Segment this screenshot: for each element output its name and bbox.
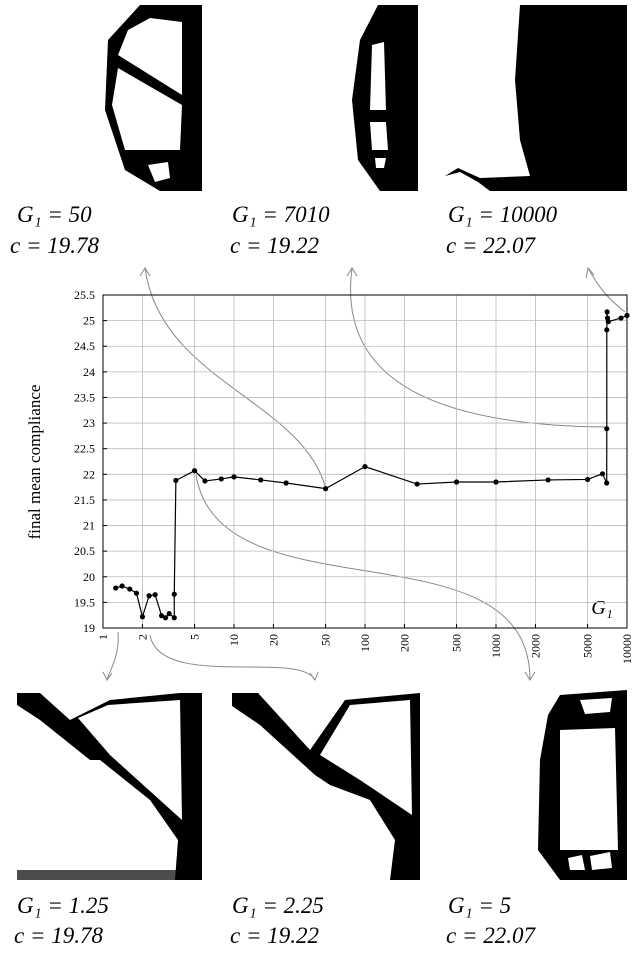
y-tick-label: 24.5 [74, 339, 95, 353]
y-tick-label: 21.5 [74, 493, 95, 507]
data-point [171, 591, 177, 597]
data-point [152, 592, 158, 598]
x-tick-label: 1000 [489, 634, 503, 658]
data-point [453, 479, 460, 485]
data-point [191, 468, 198, 474]
y-tick-label: 23.5 [74, 390, 95, 404]
topology-image [100, 5, 202, 191]
x-tick-label: 2 [135, 634, 149, 640]
data-point [584, 476, 591, 483]
data-point [604, 309, 610, 315]
data-point [202, 478, 208, 484]
data-point [599, 471, 606, 477]
x-tick-label: 50 [319, 634, 333, 646]
caption: c = 19.22 [230, 233, 319, 258]
data-point [146, 593, 152, 599]
data-point [322, 486, 329, 492]
y-tick-label: 25 [83, 314, 95, 328]
data-point [162, 615, 169, 621]
x-tick-label: 2000 [528, 634, 542, 658]
y-tick-label: 21 [83, 519, 95, 533]
caption: c = 19.22 [230, 923, 319, 948]
plot-frame [102, 294, 628, 629]
data-point [231, 474, 237, 480]
topology-image [17, 693, 202, 880]
data-point [171, 615, 177, 621]
data-point [218, 476, 224, 482]
topology-image [445, 5, 627, 191]
y-axis-label: final mean compliance [25, 385, 44, 540]
data-point [493, 479, 499, 485]
caption: G₁ = 50 [17, 202, 92, 227]
caption: G₁ = 10000 [448, 202, 558, 227]
data-point [119, 583, 125, 589]
data-point [604, 426, 610, 432]
data-point [545, 477, 551, 483]
caption: G₁ = 1.25 [17, 893, 109, 918]
data-point [604, 480, 610, 486]
y-tick-label: 20.5 [74, 544, 95, 558]
data-point [624, 312, 630, 319]
data-point [258, 477, 264, 483]
data-point [604, 327, 610, 333]
x-tick-label: 5000 [581, 634, 595, 658]
caption: c = 19.78 [10, 233, 99, 258]
y-tick-label: 25.5 [74, 288, 95, 302]
data-point [139, 614, 146, 620]
x-tick-label: 5 [188, 634, 202, 640]
y-tick-label: 22.5 [74, 442, 95, 456]
caption: c = 22.07 [446, 923, 536, 948]
data-point [283, 480, 289, 486]
caption: G₁ = 5 [448, 893, 511, 918]
x-tick-label: 100 [358, 634, 372, 652]
y-tick-label: 22 [83, 467, 95, 481]
data-point [605, 319, 611, 325]
data-point [618, 315, 624, 321]
x-tick-label: 500 [450, 634, 464, 652]
x-tick-label: 10000 [620, 634, 634, 664]
caption: c = 19.78 [14, 923, 103, 948]
y-tick-label: 20 [83, 570, 95, 584]
y-tick-label: 19.5 [74, 595, 95, 609]
data-point [133, 590, 140, 596]
topology-image [538, 690, 627, 880]
caption: c = 22.07 [446, 233, 536, 258]
data-point [113, 585, 119, 591]
data-point [127, 586, 133, 592]
topology-image [232, 693, 420, 880]
caption: G₁ = 7010 [232, 202, 330, 227]
data-point [158, 613, 165, 619]
x-tick-label: 200 [397, 634, 411, 652]
x-tick-label: 10 [227, 634, 241, 646]
data-point [173, 477, 179, 484]
y-tick-label: 23 [83, 416, 95, 430]
x-tick-label: 1 [96, 634, 110, 640]
caption: G₁ = 2.25 [232, 893, 324, 918]
axis-annotation: G₁ [591, 597, 612, 619]
data-point [362, 464, 368, 470]
y-tick-label: 19 [83, 621, 95, 635]
data-point [166, 611, 172, 617]
data-point [414, 481, 420, 487]
topology-image [352, 5, 418, 191]
x-tick-label: 20 [266, 634, 280, 646]
y-tick-label: 24 [83, 365, 95, 379]
